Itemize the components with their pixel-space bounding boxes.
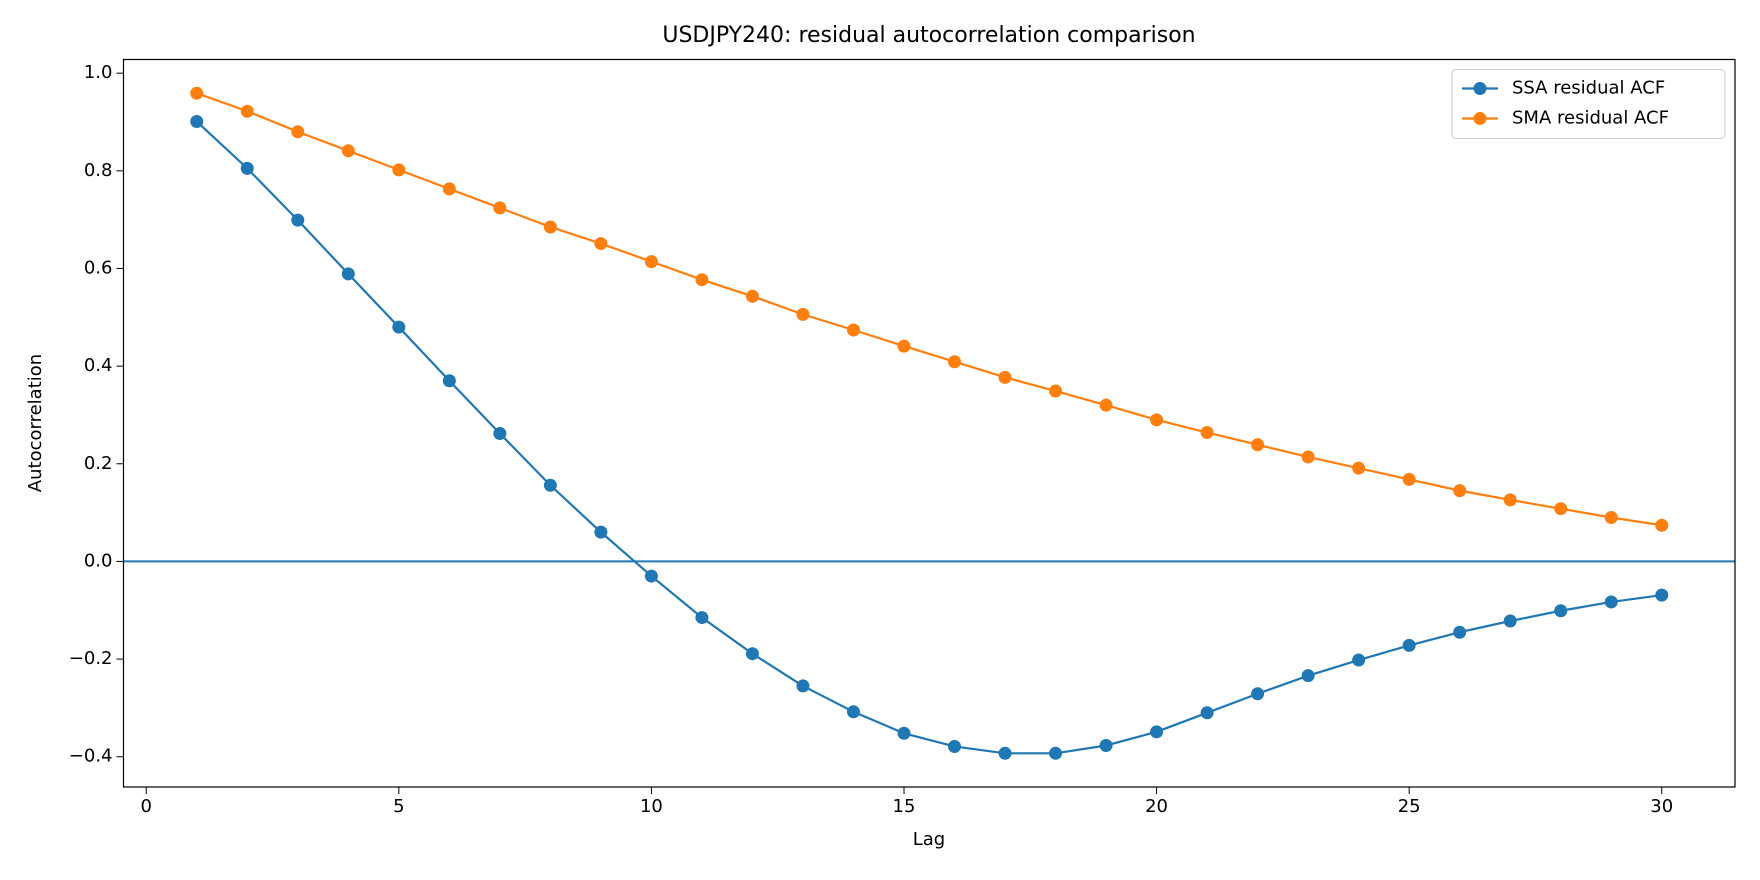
data-point bbox=[543, 220, 557, 234]
chart-title: USDJPY240: residual autocorrelation comp… bbox=[662, 23, 1195, 48]
data-point bbox=[897, 339, 911, 353]
data-point bbox=[796, 307, 810, 321]
data-point bbox=[190, 86, 204, 100]
data-point bbox=[1655, 518, 1669, 532]
data-point bbox=[392, 163, 406, 177]
data-point bbox=[1150, 413, 1164, 427]
y-tick-label: 0.8 bbox=[84, 160, 113, 181]
y-tick-label: 1.0 bbox=[84, 62, 113, 83]
y-tick-label: −0.2 bbox=[69, 648, 113, 669]
data-point bbox=[240, 161, 254, 175]
y-tick-label: 0.2 bbox=[84, 453, 113, 474]
data-point bbox=[695, 273, 709, 287]
data-point bbox=[1503, 614, 1517, 628]
data-point bbox=[897, 726, 911, 740]
data-point bbox=[695, 611, 709, 625]
data-point bbox=[644, 569, 658, 583]
y-tick-label: 0.0 bbox=[84, 550, 113, 571]
data-point bbox=[1049, 746, 1063, 760]
data-point bbox=[1200, 706, 1214, 720]
data-point bbox=[1453, 484, 1467, 498]
data-point bbox=[594, 237, 608, 251]
data-point bbox=[1301, 669, 1315, 683]
data-point bbox=[1352, 653, 1366, 667]
data-point bbox=[1200, 426, 1214, 440]
series-line bbox=[196, 92, 1662, 527]
data-point bbox=[493, 427, 507, 441]
x-tick-label: 0 bbox=[141, 796, 152, 817]
x-tick-label: 5 bbox=[393, 796, 404, 817]
data-point bbox=[442, 182, 456, 196]
data-point bbox=[392, 320, 406, 334]
data-point bbox=[190, 115, 204, 129]
data-point bbox=[1503, 493, 1517, 507]
data-point bbox=[745, 647, 759, 661]
data-point bbox=[1099, 738, 1113, 752]
data-point bbox=[644, 255, 658, 269]
data-point bbox=[341, 267, 355, 281]
data-point bbox=[846, 705, 860, 719]
data-point bbox=[1301, 450, 1315, 464]
legend-marker bbox=[1473, 82, 1487, 95]
data-point bbox=[543, 478, 557, 492]
data-point bbox=[594, 525, 608, 539]
legend-marker bbox=[1473, 112, 1487, 125]
data-point bbox=[1402, 638, 1416, 652]
data-point bbox=[1604, 510, 1618, 524]
x-tick-label: 25 bbox=[1398, 796, 1421, 817]
data-point bbox=[1049, 384, 1063, 398]
y-tick-label: −0.4 bbox=[69, 746, 113, 767]
data-point bbox=[1402, 472, 1416, 486]
data-point bbox=[1251, 438, 1265, 452]
x-axis-label: Lag bbox=[913, 829, 945, 850]
plot-frame bbox=[122, 58, 1736, 788]
data-point bbox=[745, 289, 759, 303]
legend-box bbox=[1451, 69, 1726, 139]
data-point bbox=[1554, 604, 1568, 618]
data-point bbox=[291, 213, 305, 227]
series-line bbox=[196, 120, 1662, 755]
data-point bbox=[1554, 502, 1568, 516]
data-point bbox=[1352, 461, 1366, 475]
data-point bbox=[1251, 687, 1265, 701]
data-point bbox=[1099, 398, 1113, 412]
y-axis-label: Autocorrelation bbox=[25, 354, 46, 492]
data-point bbox=[291, 125, 305, 139]
y-tick-label: 0.4 bbox=[84, 355, 113, 376]
data-point bbox=[240, 104, 254, 118]
data-point bbox=[998, 746, 1012, 760]
x-tick-label: 15 bbox=[893, 796, 916, 817]
y-tick-label: 0.6 bbox=[84, 257, 113, 278]
data-point bbox=[1453, 625, 1467, 639]
x-tick-label: 20 bbox=[1145, 796, 1168, 817]
data-point bbox=[1604, 595, 1618, 609]
x-tick-label: 30 bbox=[1650, 796, 1673, 817]
data-point bbox=[796, 679, 810, 693]
data-point bbox=[1150, 725, 1164, 739]
data-point bbox=[948, 355, 962, 369]
data-point bbox=[442, 374, 456, 388]
data-point bbox=[493, 201, 507, 215]
data-point bbox=[948, 739, 962, 753]
data-point bbox=[341, 144, 355, 158]
data-point bbox=[1655, 588, 1669, 602]
legend-label: SSA residual ACF bbox=[1512, 78, 1665, 99]
data-point bbox=[998, 370, 1012, 384]
x-tick-label: 10 bbox=[640, 796, 663, 817]
data-point bbox=[846, 323, 860, 337]
legend-label: SMA residual ACF bbox=[1512, 108, 1669, 129]
